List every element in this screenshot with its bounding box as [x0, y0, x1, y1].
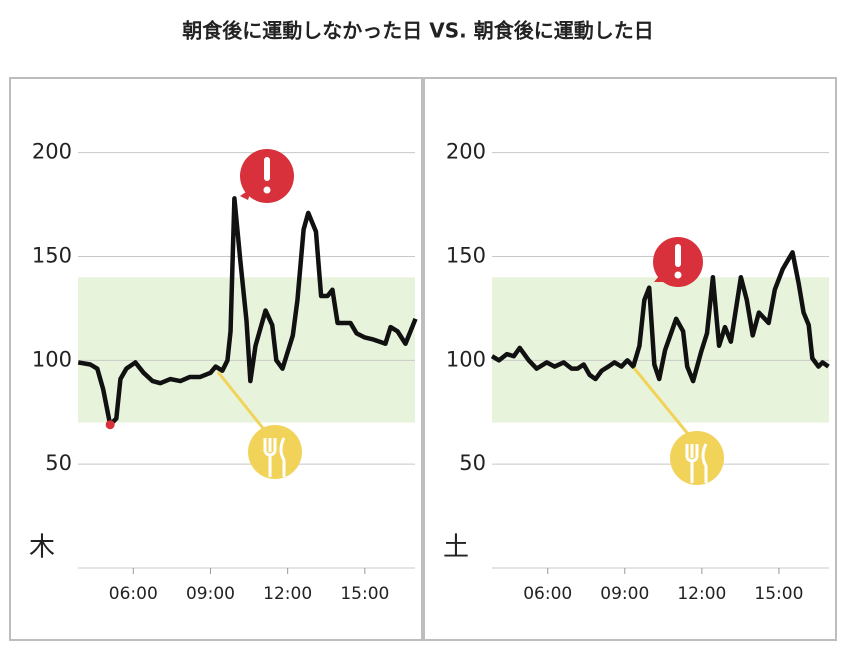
x-tick-label: 06:00 [109, 584, 158, 604]
day-label: 土 [443, 533, 469, 563]
y-tick-label: 50 [459, 451, 486, 475]
meal-glyph [685, 443, 708, 483]
x-tick-label: 09:00 [186, 584, 235, 604]
y-tick-label: 50 [45, 451, 72, 475]
x-tick-label: 15:00 [340, 584, 389, 604]
glucose-line [77, 196, 418, 427]
x-tick-label: 12:00 [263, 584, 312, 604]
alert-glyph [674, 271, 682, 279]
y-tick-label: 200 [32, 140, 72, 164]
y-tick-label: 200 [446, 140, 486, 164]
y-tick-label: 150 [446, 244, 486, 268]
glucose-line [490, 250, 830, 384]
x-tick-label: 12:00 [677, 584, 726, 604]
meal-pointer [632, 367, 690, 435]
y-tick-label: 100 [32, 347, 72, 371]
day-label: 木 [29, 533, 55, 563]
meal-pointer [216, 371, 268, 433]
x-tick-label: 06:00 [523, 584, 572, 604]
chart-title: 朝食後に運動しなかった日 VS. 朝食後に運動した日 [182, 19, 653, 43]
x-tick-label: 15:00 [754, 584, 803, 604]
y-tick-label: 150 [32, 244, 72, 268]
y-tick-label: 100 [446, 347, 486, 371]
panel-frame [423, 77, 837, 641]
meal-glyph [263, 437, 286, 477]
low-point [105, 420, 115, 430]
plots: 50 100 150 200 06:00 09:00 12:00 15:00 木 50 100 150… [29, 140, 830, 604]
annotations [216, 149, 724, 485]
panel-frame [9, 77, 423, 641]
alert-glyph [263, 186, 271, 194]
x-tick-label: 09:00 [600, 584, 649, 604]
